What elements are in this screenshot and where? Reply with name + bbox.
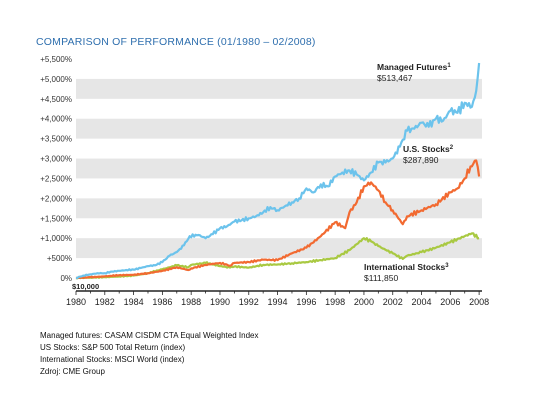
x-tick-label: 2006 <box>440 297 460 307</box>
y-tick-label: +3,500% <box>40 135 72 144</box>
chart-title: COMPARISON OF PERFORMANCE (01/1980 – 02/… <box>36 36 316 48</box>
x-axis: 1980 1982 1984 1986 1988 1990 1992 1994 1996 1998… <box>66 290 489 307</box>
x-tick-label: 1996 <box>296 297 316 307</box>
x-tick-label: 1998 <box>325 297 345 307</box>
y-tick-label: +500% <box>47 254 72 263</box>
x-tick-label: 2004 <box>412 297 432 307</box>
label-international-stocks: International Stocks3 <box>364 262 449 272</box>
label-managed-futures: Managed Futures1 <box>377 62 451 72</box>
y-tick-label: +3,000% <box>40 155 72 164</box>
y-tick-label: +2,000% <box>40 194 72 203</box>
grid-band <box>76 238 482 259</box>
footnote-source: Zdroj: CME Group <box>40 367 105 376</box>
value-managed-futures: $513,467 <box>377 73 413 83</box>
series-line-u-s-stocks <box>75 159 481 280</box>
x-tick-label: 1982 <box>95 297 115 307</box>
y-tick-label: +1,500% <box>40 214 72 223</box>
series-line-managed-futures <box>75 62 481 280</box>
series-annotations: Managed Futures1$513,467 U.S. Stocks2$287… <box>364 62 454 283</box>
y-tick-label: +4,000% <box>40 115 72 124</box>
x-tick-label: 2002 <box>383 297 403 307</box>
series-lines <box>75 62 481 280</box>
x-tick-label: 1988 <box>181 297 201 307</box>
x-tick-label: 1986 <box>152 297 172 307</box>
x-tick-label: 1984 <box>124 297 144 307</box>
y-tick-label: +5,000% <box>40 75 72 84</box>
performance-chart: COMPARISON OF PERFORMANCE (01/1980 – 02/… <box>36 36 489 307</box>
y-axis-ticks: 0% +500% +1,000% +1,500% +2,000% +2,500% +3,00… <box>40 55 72 283</box>
x-tick-label: 1994 <box>268 297 288 307</box>
grid-bands <box>76 78 482 259</box>
y-tick-label: +1,000% <box>40 234 72 243</box>
y-tick-label: +2,500% <box>40 174 72 183</box>
grid-band <box>76 78 482 99</box>
grid-band <box>76 158 482 179</box>
baseline-label: $10,000 <box>72 282 99 291</box>
value-u-s-stocks: $287,890 <box>403 155 439 165</box>
grid-band <box>76 198 482 219</box>
y-tick-label: +5,500% <box>40 55 72 64</box>
x-tick-label: 1980 <box>66 297 86 307</box>
x-tick-label: 2008 <box>469 297 489 307</box>
x-tick-label: 1992 <box>239 297 259 307</box>
footnotes: Managed futures: CASAM CISDM CTA Equal W… <box>40 330 258 378</box>
grid-band <box>76 118 482 139</box>
y-tick-label: +4,500% <box>40 95 72 104</box>
footnote-international-stocks: International Stocks: MSCI World (index) <box>40 355 185 364</box>
footnote-us-stocks: US Stocks: S&P 500 Total Return (index) <box>40 343 186 352</box>
footnote-managed-futures: Managed futures: CASAM CISDM CTA Equal W… <box>40 331 259 340</box>
x-tick-label: 1990 <box>210 297 230 307</box>
value-international-stocks: $111,850 <box>364 273 398 283</box>
label-u-s-stocks: U.S. Stocks2 <box>403 144 454 154</box>
x-tick-label: 2000 <box>354 297 374 307</box>
y-tick-label: 0% <box>60 274 72 283</box>
